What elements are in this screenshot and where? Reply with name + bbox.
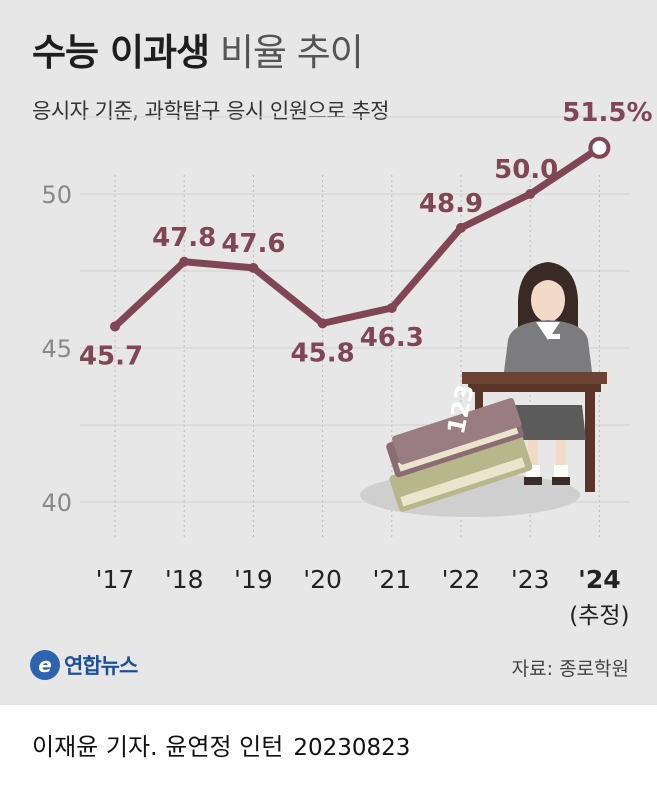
x-tick-label: '20 bbox=[303, 565, 342, 594]
data-label: 45.8 bbox=[291, 338, 355, 368]
yonhap-logo: e 연합뉴스 bbox=[30, 650, 138, 680]
data-point bbox=[456, 222, 466, 233]
chart-title-bold: 수능 이과생 bbox=[32, 31, 210, 74]
data-label: 50.0 bbox=[494, 155, 558, 185]
credit-line: 이재윤 기자. 윤연정 인턴 20230823 bbox=[32, 727, 410, 762]
x-axis-ticks: '17 '18 '19 '20 '21 '22 '23 '24 (추정) bbox=[96, 565, 630, 629]
data-point bbox=[248, 262, 259, 273]
x-tick-label: '22 bbox=[442, 565, 481, 594]
data-label: 45.7 bbox=[79, 341, 143, 371]
data-point bbox=[386, 302, 397, 313]
x-tick-label: '17 bbox=[96, 565, 135, 594]
y-tick-label: 40 bbox=[41, 489, 72, 517]
series-line bbox=[110, 136, 611, 332]
data-label: 51.5% bbox=[562, 98, 652, 128]
x-tick-label: '18 bbox=[165, 565, 204, 594]
data-label: 47.8 bbox=[152, 223, 216, 253]
data-point bbox=[179, 256, 190, 267]
x-tick-label: '24 bbox=[578, 565, 620, 594]
source-note: 자료: 종로학원 bbox=[511, 658, 629, 680]
chart-title: 수능 이과생 비율 추이 bbox=[32, 22, 364, 76]
data-point bbox=[317, 318, 328, 329]
chart-subtitle: 응시자 기준, 과학탐구 응시 인원으로 추정 bbox=[32, 99, 390, 123]
chart-title-light: 비율 추이 bbox=[219, 31, 364, 74]
data-point bbox=[110, 321, 120, 332]
series-line-path bbox=[111, 144, 603, 330]
logo-text: 연합뉴스 bbox=[64, 654, 138, 678]
x-tick-note: (추정) bbox=[569, 603, 629, 629]
data-labels: 45.7 47.8 47.6 45.846.3 48.9 50.051.5% bbox=[79, 98, 653, 372]
y-tick-label: 45 bbox=[41, 335, 72, 363]
credit-author: 이재윤 기자. 윤연정 인턴 bbox=[32, 733, 284, 761]
yonhap-globe-icon: e bbox=[30, 650, 60, 680]
data-label: 48.9 bbox=[419, 189, 483, 219]
y-tick-label: 50 bbox=[41, 181, 72, 209]
y-axis-ticks: 40 45 50 bbox=[41, 181, 72, 517]
data-point-highlight bbox=[588, 136, 611, 159]
line-chart: 40 45 50 123 bbox=[41, 98, 653, 629]
x-tick-label: '19 bbox=[234, 565, 273, 594]
data-label: 46.3 bbox=[360, 323, 424, 353]
data-point bbox=[525, 189, 536, 199]
data-label: 47.6 bbox=[221, 229, 285, 259]
credit-date: 20230823 bbox=[293, 735, 411, 761]
student-illustration: 123 bbox=[360, 262, 607, 517]
x-tick-label: '21 bbox=[372, 565, 411, 594]
x-tick-label: '23 bbox=[511, 565, 550, 594]
